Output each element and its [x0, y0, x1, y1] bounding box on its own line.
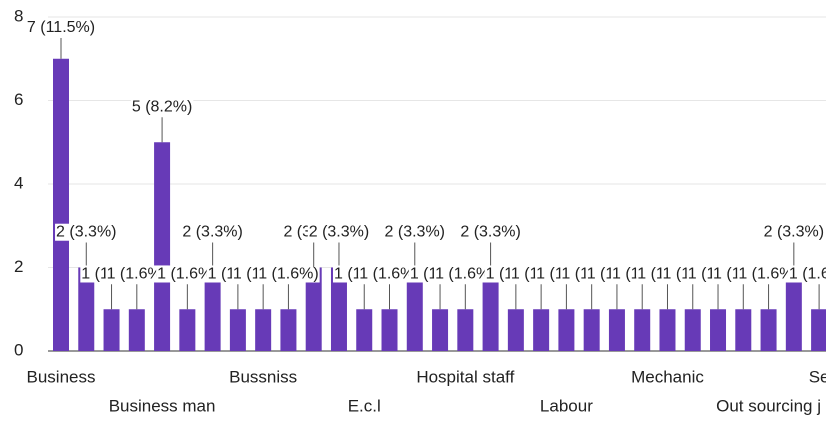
- value-label: 1 (1.6%): [789, 265, 826, 282]
- x-tick-label: Labour: [540, 396, 593, 415]
- value-label-bg: [181, 223, 244, 241]
- value-label: 2 (3.3%): [764, 224, 824, 241]
- x-tick-label: Hospital staff: [416, 367, 514, 386]
- bar: [78, 267, 95, 351]
- bar: [785, 267, 802, 351]
- x-tick-label: Business man: [109, 396, 216, 415]
- bar: [128, 309, 145, 351]
- bar: [684, 309, 701, 351]
- y-tick-label: 4: [14, 173, 23, 192]
- bar: [634, 309, 651, 351]
- value-label-bg: [737, 265, 800, 283]
- bar: [457, 309, 474, 351]
- bar: [255, 309, 272, 351]
- bar: [356, 309, 373, 351]
- x-tick-label: Mechanic: [631, 367, 704, 386]
- value-label-bg: [25, 19, 97, 37]
- value-label-bg: [434, 265, 497, 283]
- value-label-bg: [762, 223, 826, 241]
- x-tick-label: Bussniss: [229, 367, 297, 386]
- value-label: 1 (1.6%): [359, 265, 419, 282]
- bar: [103, 309, 120, 351]
- x-tick-label: E.c.l: [348, 396, 381, 415]
- value-label: 1 (1.6%): [435, 265, 495, 282]
- bar: [280, 309, 297, 351]
- value-label: 7 (11.5%): [27, 19, 95, 36]
- bar: [558, 309, 575, 351]
- bar: [533, 309, 550, 351]
- value-label-bg: [787, 265, 826, 283]
- value-label-bg: [156, 265, 219, 283]
- value-label: 1 (1.6%): [157, 265, 217, 282]
- y-tick-label: 6: [14, 90, 23, 109]
- value-label: 1 (1.6%): [107, 265, 167, 282]
- y-tick-label: 2: [14, 257, 23, 276]
- bar: [179, 309, 196, 351]
- bar: [204, 267, 221, 351]
- x-tick-label: Out sourcing j: [716, 396, 821, 415]
- bar: [482, 267, 499, 351]
- value-label: 5 (8.2%): [132, 98, 192, 115]
- x-tick-label: Business: [27, 367, 96, 386]
- bar: [811, 309, 826, 351]
- value-label-bg: [130, 98, 194, 116]
- value-label-bg: [459, 223, 522, 241]
- value-label-bg: [358, 265, 421, 283]
- bar: [659, 309, 676, 351]
- bar: [507, 309, 524, 351]
- bar: [330, 267, 347, 351]
- bar: [381, 309, 398, 351]
- value-label: 2 (3.3%): [385, 224, 445, 241]
- bar: [53, 58, 69, 351]
- value-label-bg: [383, 223, 447, 241]
- value-label: 2 (3.3%): [56, 224, 116, 241]
- value-label-bg: [307, 223, 371, 241]
- bar: [710, 309, 727, 351]
- value-label-bg: [105, 265, 169, 283]
- value-label: 1 (1.6%): [258, 265, 318, 282]
- bar: [760, 309, 777, 351]
- bar: [583, 309, 600, 351]
- value-label: 1 (1.6%): [738, 265, 798, 282]
- bar: [305, 267, 322, 351]
- y-tick-label: 8: [14, 6, 23, 25]
- bar: [406, 267, 423, 351]
- bar: [735, 309, 752, 351]
- bar: [154, 142, 171, 351]
- bar: [229, 309, 246, 351]
- value-label-bg: [55, 223, 118, 241]
- value-label-bg: [257, 265, 320, 283]
- x-tick-label: Se: [809, 367, 826, 386]
- y-tick-label: 0: [14, 340, 23, 359]
- bar: [432, 309, 449, 351]
- value-label: 2 (3.3%): [309, 224, 369, 241]
- bar: [608, 309, 625, 351]
- value-label: 2 (3.3%): [460, 224, 520, 241]
- value-label: 2 (3.3%): [182, 224, 242, 241]
